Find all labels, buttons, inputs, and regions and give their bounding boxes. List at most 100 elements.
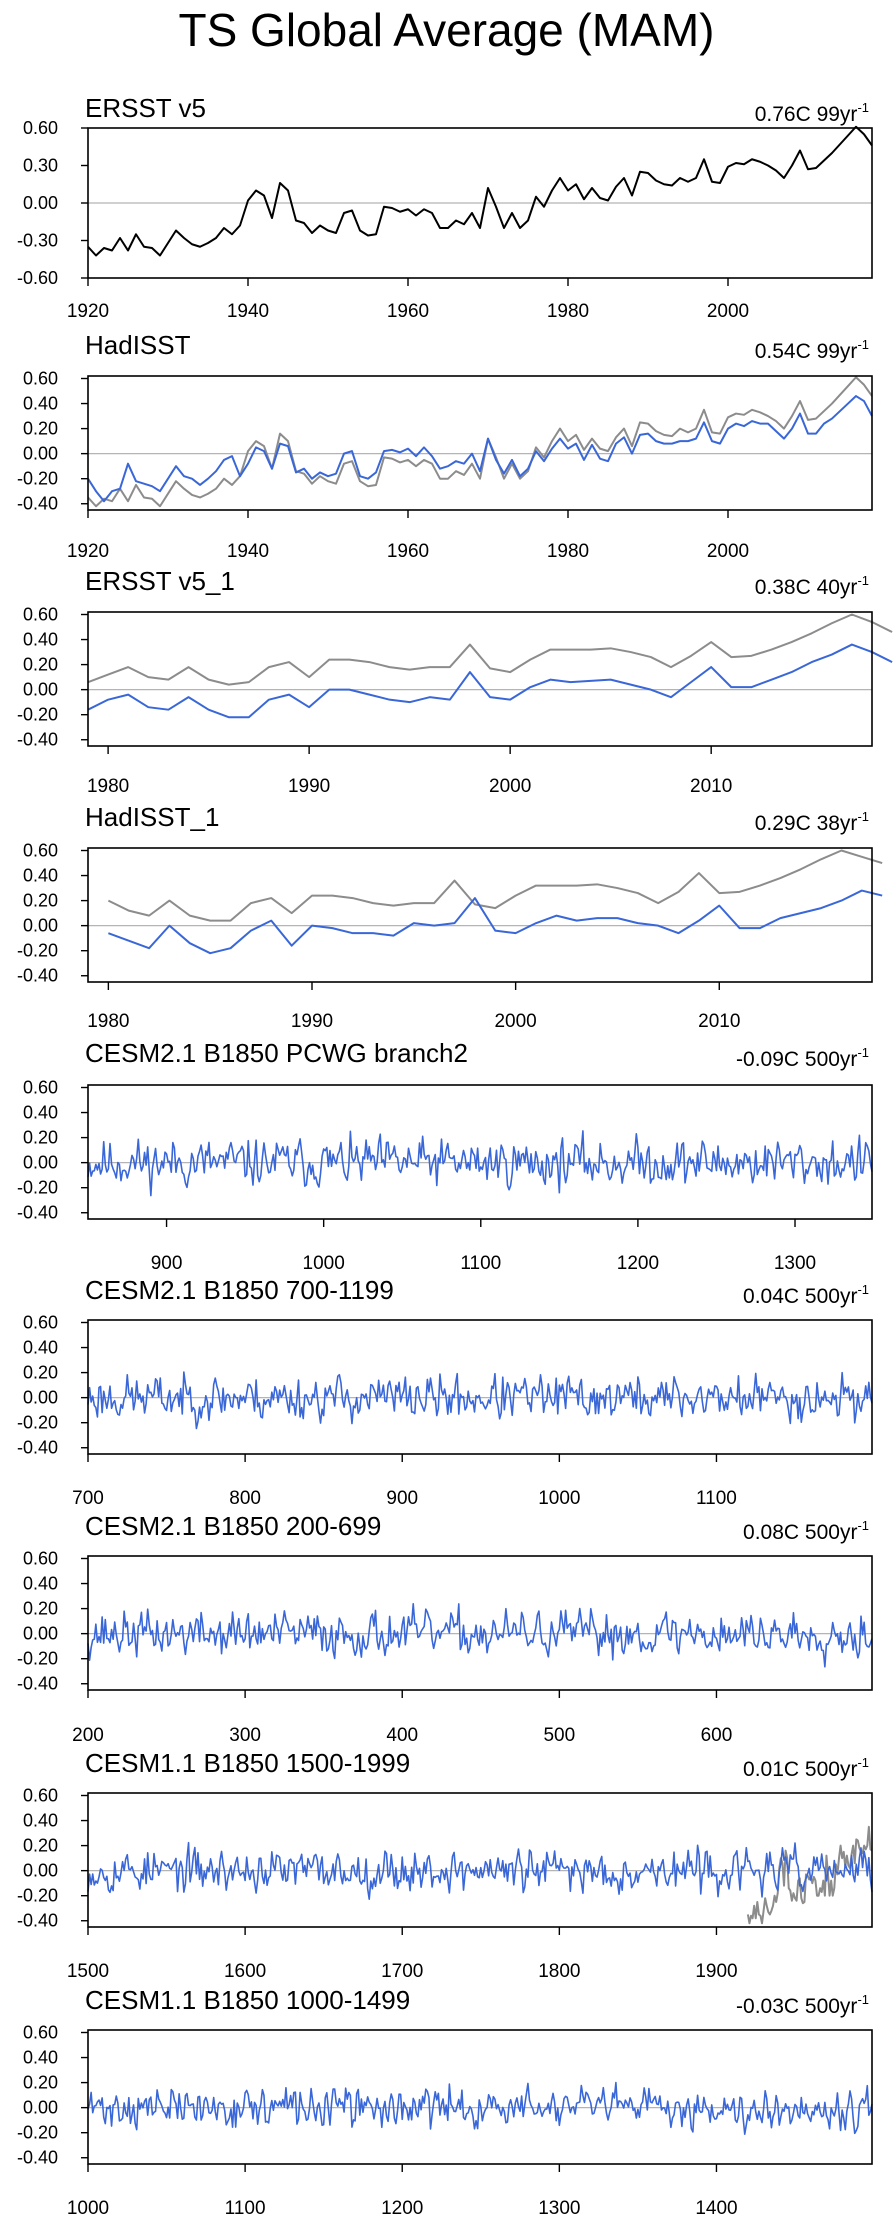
panel-title: CESM1.1 B1850 1500-1999 xyxy=(85,1748,411,1778)
trend-exponent: -1 xyxy=(857,337,869,352)
chart-panel: ERSST v5 0.76C 99yr-1 0.60 0.30 0.00 -0.30 -0.… xyxy=(0,93,893,328)
y-tick-label: -0.40 xyxy=(17,2148,58,2168)
chart-panel: CESM1.1 B1850 1000-1499 -0.03C 500yr-1 0.6… xyxy=(0,1985,893,2225)
trend-value: -0.03C 500yr xyxy=(736,1995,858,2018)
plot-frame xyxy=(87,1319,873,1455)
y-tick-label: 0.00 xyxy=(23,193,58,213)
x-tick-label: 1100 xyxy=(460,1253,501,1274)
y-tick-label: 0.40 xyxy=(23,2048,58,2068)
y-tick-label: -0.40 xyxy=(17,1674,58,1694)
y-tick-label: 0.00 xyxy=(23,2098,58,2118)
trend-exponent: -1 xyxy=(857,1518,869,1533)
y-tick-label: -0.20 xyxy=(17,469,58,489)
series-line xyxy=(87,613,893,686)
x-tick-label: 1920 xyxy=(67,541,109,562)
x-tick-label: 1800 xyxy=(538,1961,580,1982)
trend-label: 0.01C 500yr-1 xyxy=(743,1750,869,1783)
x-tick-label: 1300 xyxy=(538,2198,580,2219)
x-tick-label: 1980 xyxy=(87,1011,129,1032)
y-tick-label: 0.60 xyxy=(23,369,58,389)
trend-exponent: -1 xyxy=(857,100,869,115)
x-tick-label: 1100 xyxy=(225,2198,266,2219)
x-tick-label: 1960 xyxy=(387,541,429,562)
y-tick-label: -0.40 xyxy=(17,1438,58,1458)
y-tick-label: 0.20 xyxy=(23,655,58,675)
chart-svg: 0.60 0.40 0.20 0.00 -0.20 -0.40 1980 1990 2000 20… xyxy=(17,841,883,1032)
y-tick-label: 0.60 xyxy=(23,1549,58,1569)
panel-title: CESM2.1 B1850 200-699 xyxy=(85,1511,382,1541)
x-tick-label: 1100 xyxy=(696,1488,737,1509)
y-tick-label: 0.60 xyxy=(23,1313,58,1333)
y-tick-label: 0.60 xyxy=(23,605,58,625)
trend-value: 0.76C 99yr xyxy=(754,103,858,126)
y-tick-label: -0.20 xyxy=(17,1413,58,1433)
x-tick-label: 600 xyxy=(701,1725,733,1746)
chart-panel: HadISST 0.54C 99yr-1 0.60 0.40 0.20 0.00 -0.20… xyxy=(0,330,893,568)
y-tick-label: -0.20 xyxy=(17,1886,58,1906)
chart-svg: 0.60 0.30 0.00 -0.30 -0.60 1920 1940 1960 1980 20… xyxy=(17,118,873,322)
plot-frame xyxy=(87,1792,873,1928)
y-tick-label: 0.00 xyxy=(23,444,58,464)
trend-label: -0.09C 500yr-1 xyxy=(736,1040,869,1073)
series-line xyxy=(108,889,883,955)
trend-value: 0.08C 500yr xyxy=(743,1521,858,1544)
trend-label: 0.38C 40yr-1 xyxy=(755,568,869,601)
y-tick-label: 0.00 xyxy=(23,1153,58,1173)
trend-value: 0.01C 500yr xyxy=(743,1758,858,1781)
chart-svg: 0.60 0.40 0.20 0.00 -0.20 -0.40 1920 1940 1960 19… xyxy=(17,369,873,562)
x-tick-label: 700 xyxy=(72,1488,104,1509)
trend-label: 0.76C 99yr-1 xyxy=(755,95,869,128)
chart-panel: CESM2.1 B1850 700-1199 0.04C 500yr-1 0.60 0… xyxy=(0,1275,893,1515)
y-tick-label: 0.20 xyxy=(23,1363,58,1383)
y-tick-label: 0.40 xyxy=(23,394,58,414)
x-tick-label: 2000 xyxy=(707,541,749,562)
x-tick-label: 300 xyxy=(229,1725,261,1746)
series-line xyxy=(87,1130,873,1197)
y-tick-label: -0.20 xyxy=(17,941,58,961)
y-tick-label: -0.40 xyxy=(17,1203,58,1223)
trend-exponent: -1 xyxy=(857,809,869,824)
y-tick-label: 0.30 xyxy=(23,156,58,176)
x-tick-label: 1980 xyxy=(547,301,589,322)
y-tick-label: 0.00 xyxy=(23,680,58,700)
x-tick-label: 1200 xyxy=(617,1253,659,1274)
y-tick-label: 0.20 xyxy=(23,2073,58,2093)
x-tick-label: 1700 xyxy=(381,1961,423,1982)
x-tick-label: 1940 xyxy=(227,541,269,562)
x-tick-label: 2000 xyxy=(489,776,531,797)
y-tick-label: 0.20 xyxy=(23,1128,58,1148)
y-tick-label: 0.60 xyxy=(23,1078,58,1098)
trend-exponent: -1 xyxy=(857,1282,869,1297)
x-tick-label: 1990 xyxy=(291,1011,333,1032)
y-tick-label: 0.40 xyxy=(23,630,58,650)
trend-exponent: -1 xyxy=(857,1992,869,2007)
panel-title: ERSST v5 xyxy=(85,93,206,123)
chart-svg: 0.60 0.40 0.20 0.00 -0.20 -0.40 1000 1100 1200 13… xyxy=(17,2023,873,2219)
y-tick-label: -0.20 xyxy=(17,1649,58,1669)
series-line xyxy=(87,376,873,508)
y-tick-label: -0.40 xyxy=(17,494,58,514)
chart-svg: 0.60 0.40 0.20 0.00 -0.20 -0.40 1500 1600 1700 18… xyxy=(17,1786,873,1982)
series-line xyxy=(87,125,873,257)
chart-panel: ERSST v5_1 0.38C 40yr-1 0.60 0.40 0.20 0.00 -0… xyxy=(0,566,893,803)
y-tick-label: 0.60 xyxy=(23,1786,58,1806)
trend-value: -0.09C 500yr xyxy=(736,1048,858,1071)
x-tick-label: 1200 xyxy=(381,2198,423,2219)
panel-title: HadISST xyxy=(85,330,191,360)
panel-title: CESM2.1 B1850 700-1199 xyxy=(85,1275,394,1305)
plot-frame xyxy=(87,847,873,983)
panel-title: CESM1.1 B1850 1000-1499 xyxy=(85,1985,411,2015)
x-tick-label: 1960 xyxy=(387,301,429,322)
x-tick-label: 1990 xyxy=(288,776,330,797)
x-tick-label: 2000 xyxy=(707,301,749,322)
chart-panel: CESM2.1 B1850 PCWG branch2 -0.09C 500yr-1… xyxy=(0,1038,893,1280)
y-tick-label: -0.40 xyxy=(17,1911,58,1931)
x-tick-label: 2010 xyxy=(690,776,732,797)
y-tick-label: 0.20 xyxy=(23,1599,58,1619)
x-tick-label: 500 xyxy=(543,1725,575,1746)
x-tick-label: 1980 xyxy=(547,541,589,562)
trend-value: 0.54C 99yr xyxy=(754,340,858,363)
y-tick-label: -0.20 xyxy=(17,1178,58,1198)
y-tick-label: -0.40 xyxy=(17,730,58,750)
x-tick-label: 1000 xyxy=(303,1253,345,1274)
